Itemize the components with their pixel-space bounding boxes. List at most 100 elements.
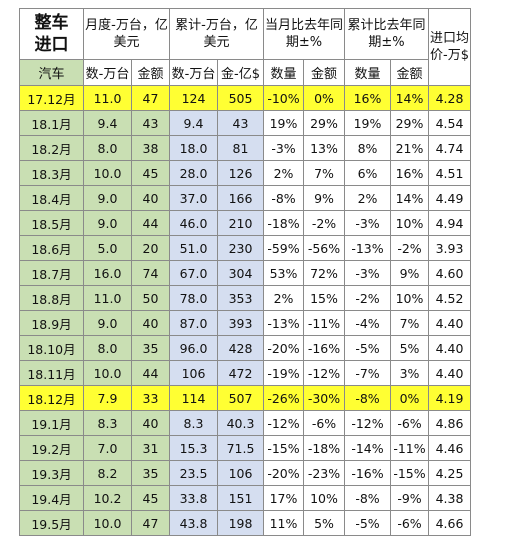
cell-qty: 9.0	[83, 210, 132, 236]
cell-cum-qty-yoy: -5%	[344, 510, 391, 536]
cell-month-qty-yoy: 11%	[263, 510, 304, 536]
cell-cum-amount: 304	[217, 260, 264, 286]
cell-amount: 38	[131, 135, 170, 161]
table-row: 19.3月 8.2 35 23.5 106 -20% -23% -16% -15% 4.25	[19, 460, 471, 486]
cell-month-qty-yoy: -15%	[263, 435, 304, 461]
cell-month: 18.9月	[19, 310, 84, 336]
table-row: 18.7月 16.0 74 67.0 304 53% 72% -3% 9% 4.60	[19, 260, 471, 286]
cell-avg-price: 4.40	[428, 310, 471, 336]
cell-cum-amt-yoy: 21%	[390, 135, 429, 161]
cell-cum-qty-yoy: 8%	[344, 135, 391, 161]
cell-cum-qty: 78.0	[169, 285, 218, 311]
sub-header: 金额	[303, 59, 345, 86]
sub-header: 金额	[131, 59, 170, 86]
cell-month-amt-yoy: 0%	[303, 85, 345, 111]
cell-cum-amount: 210	[217, 210, 264, 236]
cell-qty: 10.0	[83, 510, 132, 536]
cell-qty: 10.2	[83, 485, 132, 511]
table-row: 19.2月 7.0 31 15.3 71.5 -15% -18% -14% -11% 4.46	[19, 435, 471, 461]
cell-month: 18.10月	[19, 335, 84, 361]
cell-month-amt-yoy: -2%	[303, 210, 345, 236]
table-row: 18.11月 10.0 44 106 472 -19% -12% -7% 3% 4.40	[19, 360, 471, 386]
cell-cum-amt-yoy: -15%	[390, 460, 429, 486]
cell-avg-price: 4.25	[428, 460, 471, 486]
header-cumulative: 累计-万台，亿美元	[169, 8, 264, 60]
cell-cum-qty: 43.8	[169, 510, 218, 536]
cell-cum-qty-yoy: 19%	[344, 110, 391, 136]
cell-amount: 44	[131, 360, 170, 386]
cell-month-qty-yoy: -59%	[263, 235, 304, 261]
cell-cum-amt-yoy: 9%	[390, 260, 429, 286]
cell-cum-qty-yoy: -12%	[344, 410, 391, 436]
cell-month-amt-yoy: -12%	[303, 360, 345, 386]
header-cum-yoy: 累计比去年同期±%	[344, 8, 429, 60]
cell-month-amt-yoy: -16%	[303, 335, 345, 361]
cell-month-amt-yoy: 29%	[303, 110, 345, 136]
cell-avg-price: 4.51	[428, 160, 471, 186]
cell-cum-amount: 71.5	[217, 435, 264, 461]
cell-amount: 44	[131, 210, 170, 236]
cell-month: 19.2月	[19, 435, 84, 461]
cell-avg-price: 4.46	[428, 435, 471, 461]
cell-cum-qty: 18.0	[169, 135, 218, 161]
cell-month-qty-yoy: -26%	[263, 385, 304, 411]
cell-avg-price: 4.52	[428, 285, 471, 311]
cell-qty: 9.4	[83, 110, 132, 136]
cell-qty: 8.2	[83, 460, 132, 486]
cell-cum-amt-yoy: 3%	[390, 360, 429, 386]
table-row: 19.4月 10.2 45 33.8 151 17% 10% -8% -9% 4.38	[19, 485, 471, 511]
cell-month-qty-yoy: -20%	[263, 335, 304, 361]
cell-cum-qty: 46.0	[169, 210, 218, 236]
cell-month: 18.4月	[19, 185, 84, 211]
cell-amount: 40	[131, 185, 170, 211]
cell-month-amt-yoy: -56%	[303, 235, 345, 261]
cell-cum-qty: 15.3	[169, 435, 218, 461]
cell-avg-price: 4.86	[428, 410, 471, 436]
cell-month-amt-yoy: 7%	[303, 160, 345, 186]
cell-month: 18.11月	[19, 360, 84, 386]
cell-amount: 45	[131, 160, 170, 186]
cell-month-amt-yoy: 5%	[303, 510, 345, 536]
cell-avg-price: 4.94	[428, 210, 471, 236]
cell-cum-amount: 40.3	[217, 410, 264, 436]
cell-cum-qty-yoy: -16%	[344, 460, 391, 486]
cell-cum-qty-yoy: -3%	[344, 260, 391, 286]
cell-month: 18.6月	[19, 235, 84, 261]
cell-qty: 11.0	[83, 285, 132, 311]
cell-cum-qty-yoy: -8%	[344, 385, 391, 411]
cell-cum-qty-yoy: 6%	[344, 160, 391, 186]
cell-cum-amount: 507	[217, 385, 264, 411]
cell-cum-amt-yoy: -11%	[390, 435, 429, 461]
cell-cum-amt-yoy: 10%	[390, 210, 429, 236]
cell-amount: 43	[131, 110, 170, 136]
cell-avg-price: 4.40	[428, 335, 471, 361]
table-row: 19.5月 10.0 47 43.8 198 11% 5% -5% -6% 4.66	[19, 510, 471, 536]
cell-month-qty-yoy: -3%	[263, 135, 304, 161]
cell-month-amt-yoy: -23%	[303, 460, 345, 486]
header-avg-price: 进口均价-万$	[428, 8, 471, 86]
cell-amount: 47	[131, 510, 170, 536]
sub-header: 金额	[390, 59, 429, 86]
header-month-yoy: 当月比去年同期±%	[263, 8, 345, 60]
cell-cum-amount: 230	[217, 235, 264, 261]
cell-amount: 47	[131, 85, 170, 111]
cell-cum-amount: 81	[217, 135, 264, 161]
cell-cum-qty-yoy: 2%	[344, 185, 391, 211]
cell-month: 18.2月	[19, 135, 84, 161]
cell-month-amt-yoy: -6%	[303, 410, 345, 436]
table-row: 18.8月 11.0 50 78.0 353 2% 15% -2% 10% 4.52	[19, 285, 471, 311]
cell-cum-amt-yoy: 5%	[390, 335, 429, 361]
cell-cum-qty-yoy: -4%	[344, 310, 391, 336]
header-row-label: 汽车	[19, 59, 84, 86]
cell-month: 19.3月	[19, 460, 84, 486]
cell-cum-qty: 114	[169, 385, 218, 411]
cell-cum-amt-yoy: 16%	[390, 160, 429, 186]
cell-month-amt-yoy: 72%	[303, 260, 345, 286]
cell-cum-amount: 353	[217, 285, 264, 311]
cell-avg-price: 4.60	[428, 260, 471, 286]
cell-cum-qty: 87.0	[169, 310, 218, 336]
cell-cum-qty: 37.0	[169, 185, 218, 211]
cell-month: 18.5月	[19, 210, 84, 236]
sub-header: 金-亿$	[217, 59, 264, 86]
cell-month-qty-yoy: 2%	[263, 160, 304, 186]
